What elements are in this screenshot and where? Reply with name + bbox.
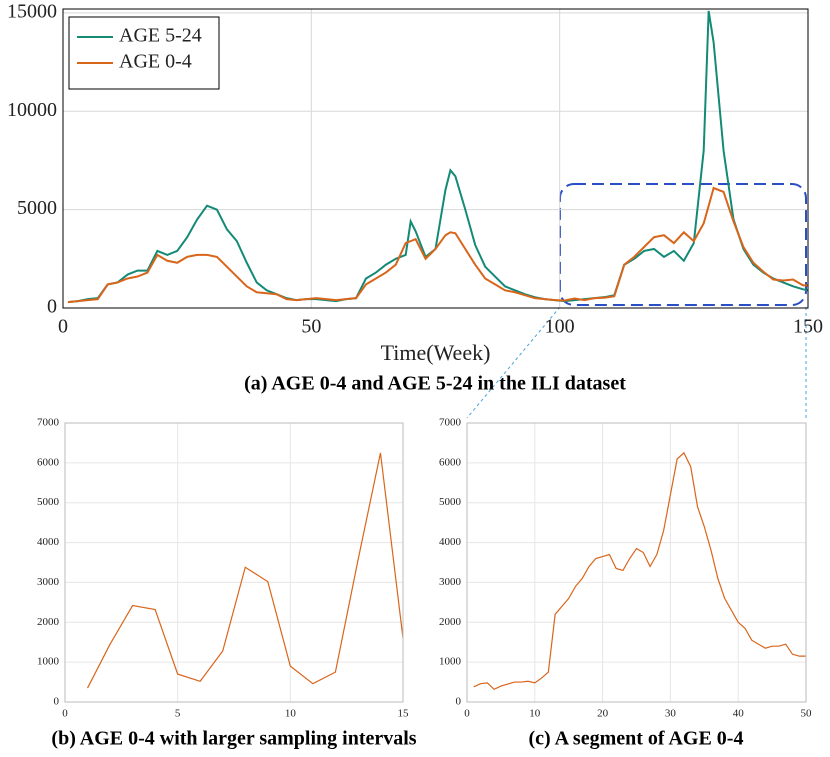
x-tick-label: 20: [597, 708, 609, 720]
plot-frame: [64, 422, 404, 703]
y-tick-label: 1000: [37, 656, 60, 668]
x-tick-label: 10: [529, 708, 541, 720]
y-tick-label: 2000: [439, 616, 462, 628]
y-tick-label: 5000: [439, 496, 462, 508]
highlight-box: [559, 183, 807, 306]
y-tick-label: 4000: [37, 536, 60, 548]
connector: [466, 306, 561, 419]
data-line: [67, 10, 809, 304]
plot-frame: [466, 422, 807, 703]
y-tick-label: 15000: [7, 1, 57, 23]
x-tick-label: 50: [301, 316, 321, 338]
y-tick-label: 2000: [37, 616, 60, 628]
y-tick-label: 4000: [439, 536, 462, 548]
x-tick-label: 0: [62, 708, 68, 720]
x-tick-label: 100: [545, 316, 575, 338]
y-tick-label: 10000: [7, 99, 57, 121]
data-line: [86, 452, 404, 689]
caption: (c) A segment of AGE 0-4: [529, 728, 744, 750]
y-tick-label: 0: [456, 696, 462, 708]
x-tick-label: 0: [464, 708, 470, 720]
y-tick-label: 1000: [439, 656, 462, 668]
legend-label: AGE 5-24: [119, 25, 202, 47]
y-tick-label: 0: [47, 296, 57, 318]
y-tick-label: 0: [54, 696, 60, 708]
y-tick-label: 7000: [439, 417, 462, 429]
y-tick-label: 3000: [439, 576, 462, 588]
y-tick-label: 6000: [439, 456, 462, 468]
legend-label: AGE 0-4: [119, 51, 192, 73]
data-line: [67, 186, 808, 304]
x-tick-label: 50: [801, 708, 813, 720]
x-tick-label: 150: [793, 316, 823, 338]
plot-frame: [62, 8, 809, 309]
x-tick-label: 5: [175, 708, 181, 720]
x-tick-label: 0: [58, 316, 68, 338]
y-tick-label: 5000: [37, 496, 60, 508]
x-tick-label: 30: [665, 708, 677, 720]
legend-box: [68, 16, 220, 90]
y-tick-label: 3000: [37, 576, 60, 588]
caption: (a) AGE 0-4 and AGE 5-24 in the ILI data…: [244, 373, 626, 395]
x-tick-label: 10: [285, 708, 297, 720]
data-line: [473, 451, 806, 690]
x-tick-label: 40: [733, 708, 745, 720]
caption: (b) AGE 0-4 with larger sampling interva…: [51, 728, 416, 750]
x-tick-label: 15: [398, 708, 410, 720]
y-tick-label: 6000: [37, 456, 60, 468]
x-axis-label: Time(Week): [381, 340, 491, 365]
y-tick-label: 7000: [37, 417, 60, 429]
y-tick-label: 5000: [17, 197, 57, 219]
